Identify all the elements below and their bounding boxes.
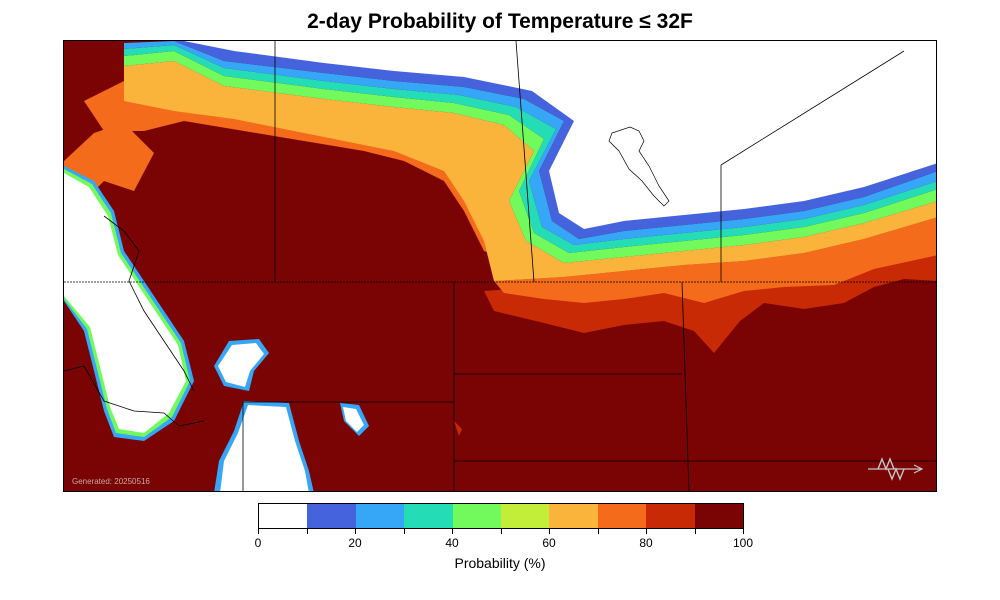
- colorbar-segment: [404, 504, 453, 528]
- colorbar-segment: [597, 504, 647, 528]
- probability-field-80-90-sliver: [454, 421, 462, 436]
- colorbar-tick-label: 100: [732, 536, 754, 550]
- colorbar-tick: [355, 529, 356, 534]
- colorbar-tick: [306, 529, 308, 534]
- colorbar-tick-label: 0: [254, 536, 262, 550]
- colorbar-tick-label: 40: [445, 536, 459, 550]
- colorbar-label: Probability (%): [454, 555, 546, 571]
- colorbar-segment: [694, 504, 744, 528]
- boundaries: [64, 41, 936, 491]
- probability-field-0-10-north: [124, 41, 936, 229]
- colorbar-segment: [646, 504, 695, 528]
- probability-colorbar: [258, 503, 744, 529]
- lake-outline: [608, 126, 670, 207]
- probability-field-40-50: [124, 51, 936, 263]
- colorbar-segment: [501, 504, 550, 528]
- colorbar-tick-label: 20: [348, 536, 362, 550]
- colorbar-tick: [743, 529, 744, 534]
- colorbar-tick: [258, 529, 259, 534]
- colorbar-tick-label: 60: [542, 536, 556, 550]
- colorbar-tick: [646, 529, 647, 534]
- map-canvas: [64, 41, 936, 491]
- colorbar-tick: [597, 529, 599, 534]
- colorbar-tick: [452, 529, 453, 534]
- map-title: 2-day Probability of Temperature ≤ 32F: [307, 10, 693, 33]
- generated-date: Generated: 20250516: [72, 477, 150, 486]
- colorbar-segment: [355, 504, 405, 528]
- probability-field-west-valleys: [64, 166, 369, 491]
- weather-service-logo-icon: [868, 457, 924, 481]
- colorbar-segment: [452, 504, 502, 528]
- colorbar-tick: [403, 529, 405, 534]
- colorbar-tick: [549, 529, 550, 534]
- colorbar-tick: [694, 529, 696, 534]
- colorbar-segment: [549, 504, 598, 528]
- probability-map: Generated: 20250516: [63, 40, 937, 492]
- probability-field-50-60: [124, 61, 936, 281]
- colorbar-segment: [307, 504, 356, 528]
- probability-field-30-40: [124, 45, 936, 253]
- colorbar-tick: [500, 529, 502, 534]
- colorbar-segment: [259, 504, 308, 528]
- colorbar-tick-label: 80: [639, 536, 653, 550]
